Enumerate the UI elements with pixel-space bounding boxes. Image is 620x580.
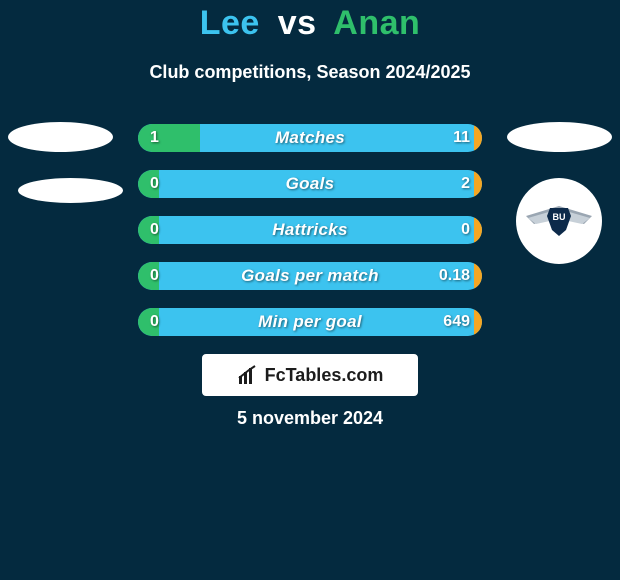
player2-club-badge: BU xyxy=(516,178,602,264)
title-player-2: Anan xyxy=(333,4,420,42)
title-vs: vs xyxy=(278,4,317,42)
stat-bar-hattricks: 0 Hattricks 0 xyxy=(138,216,482,244)
stat-bar-goals: 0 Goals 2 xyxy=(138,170,482,198)
stat-value-right: 0 xyxy=(461,216,470,244)
player1-club-placeholder xyxy=(18,178,123,203)
stat-label: Goals per match xyxy=(138,262,482,290)
comparison-card: Lee vs Anan Club competitions, Season 20… xyxy=(0,0,620,580)
date-label: 5 november 2024 xyxy=(0,408,620,429)
stat-bar-min-per-goal: 0 Min per goal 649 xyxy=(138,308,482,336)
fctables-icon xyxy=(237,364,259,386)
club-crest-icon: BU xyxy=(524,186,594,256)
subtitle: Club competitions, Season 2024/2025 xyxy=(0,62,620,83)
svg-text:BU: BU xyxy=(553,212,566,222)
stat-value-right: 11 xyxy=(453,124,470,152)
stat-bar-matches: 1 Matches 11 xyxy=(138,124,482,152)
stat-value-right: 2 xyxy=(461,170,470,198)
player2-avatar-placeholder xyxy=(507,122,612,152)
stat-value-right: 649 xyxy=(443,308,470,336)
stat-bars: 1 Matches 11 0 Goals 2 0 Hattricks 0 0 G… xyxy=(138,124,482,354)
stat-label: Hattricks xyxy=(138,216,482,244)
fctables-badge: FcTables.com xyxy=(202,354,418,396)
stat-label: Goals xyxy=(138,170,482,198)
fctables-label: FcTables.com xyxy=(265,365,384,386)
stat-label: Min per goal xyxy=(138,308,482,336)
stat-bar-goals-per-match: 0 Goals per match 0.18 xyxy=(138,262,482,290)
stat-value-right: 0.18 xyxy=(439,262,470,290)
stat-label: Matches xyxy=(138,124,482,152)
page-title: Lee vs Anan xyxy=(0,4,620,43)
player1-avatar-placeholder xyxy=(8,122,113,152)
title-player-1: Lee xyxy=(200,4,260,42)
